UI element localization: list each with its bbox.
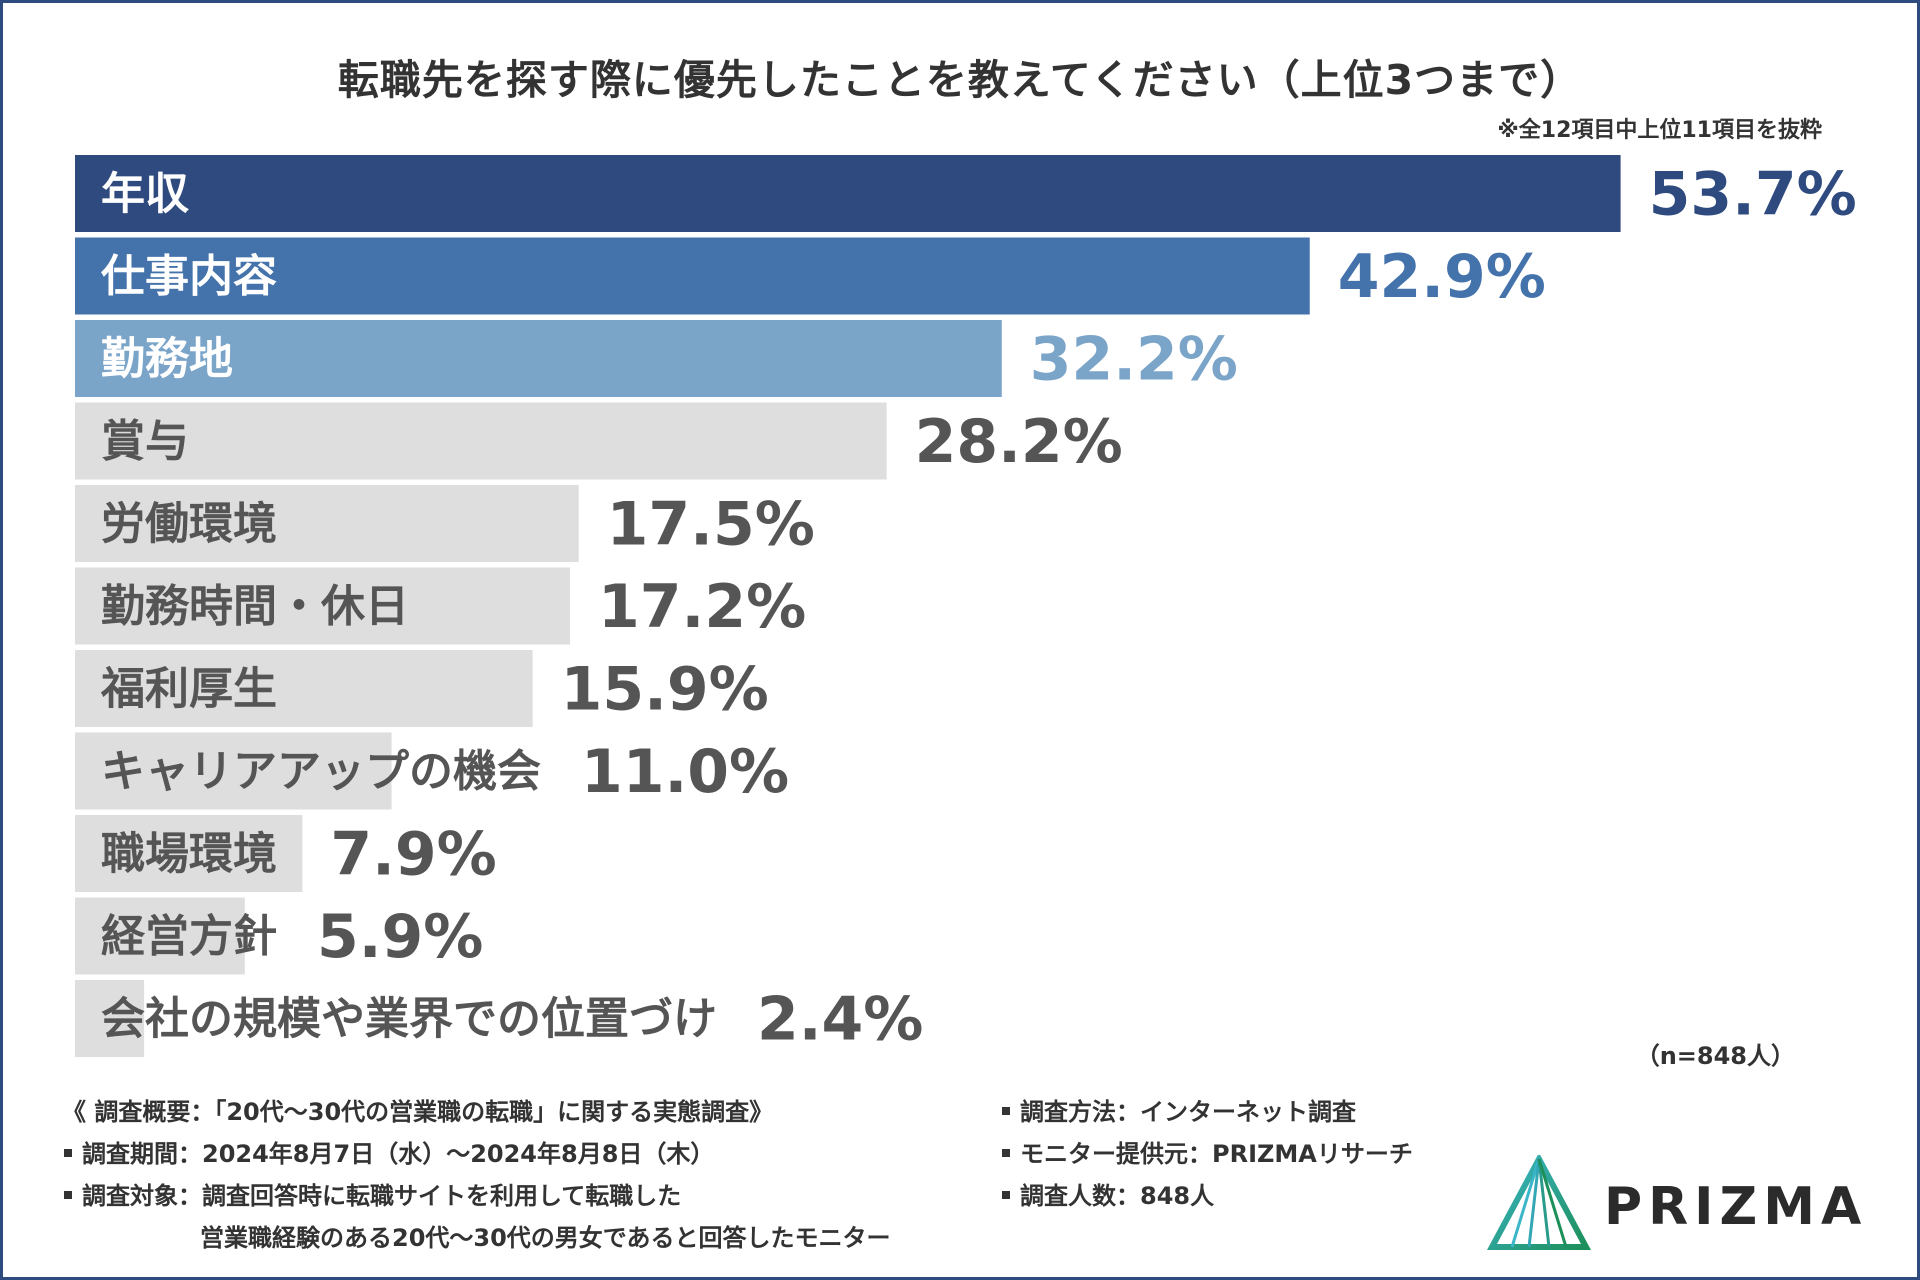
bullet-icon — [64, 1149, 72, 1157]
category-label-3: 勤務地 — [101, 334, 233, 385]
survey-period-text: 調査期間：2024年8月7日（水）〜2024年8月8日（木） — [82, 1140, 715, 1168]
category-label-10: 経営方針 — [101, 911, 277, 962]
survey-method-text: 調査方法：インターネット調査 — [1020, 1098, 1356, 1126]
survey-count: 調査人数：848人 — [1000, 1176, 1214, 1211]
bar-2 — [75, 237, 1310, 315]
sample-size-note: （n=848人） — [1635, 1042, 1795, 1070]
survey-method: 調査方法：インターネット調査 — [1000, 1092, 1356, 1127]
prizma-triangle-logo-icon — [1486, 1155, 1592, 1250]
bar-7 — [75, 650, 533, 727]
value-label-10: 5.9% — [317, 902, 483, 972]
survey-overview: 《 調査概要：「20代〜30代の営業職の転職」に関する実態調査》 — [62, 1098, 774, 1126]
bullet-icon — [1002, 1191, 1010, 1199]
survey-count-text: 調査人数：848人 — [1020, 1182, 1215, 1210]
value-label-7: 15.9% — [561, 655, 769, 725]
category-label-2: 仕事内容 — [101, 251, 277, 302]
bar-1 — [75, 155, 1621, 232]
category-label-8: キャリアアップの機会 — [101, 746, 541, 797]
survey-period: 調査期間：2024年8月7日（水）〜2024年8月8日（木） — [62, 1134, 714, 1169]
value-label-3: 32.2% — [1030, 325, 1238, 395]
value-label-4: 28.2% — [915, 407, 1123, 477]
value-label-2: 42.9% — [1338, 242, 1546, 312]
monitor-provider-text: モニター提供元：PRIZMAリサーチ — [1020, 1140, 1413, 1168]
category-label-7: 福利厚生 — [100, 664, 277, 715]
chart-title: 転職先を探す際に優先したことを教えてください（上位3つまで） — [337, 56, 1583, 104]
bullet-icon — [64, 1191, 72, 1199]
bar-6 — [75, 567, 571, 645]
survey-target-text: 調査対象：調査回答時に転職サイトを利用して転職した — [82, 1182, 682, 1210]
survey-target-line2: 営業職経験のある20代〜30代の男女であると回答したモニター — [200, 1224, 891, 1252]
excerpt-note: ※全12項目中上位11項目を抜粋 — [1497, 118, 1822, 143]
logo-text: PRIZMA — [1604, 1177, 1868, 1237]
value-label-1: 53.7% — [1649, 160, 1857, 230]
category-label-9: 職場環境 — [101, 829, 277, 880]
bar-9 — [75, 815, 303, 892]
category-label-6: 勤務時間・休日 — [101, 581, 409, 632]
value-label-9: 7.9% — [330, 820, 496, 890]
monitor-provider: モニター提供元：PRIZMAリサーチ — [1000, 1134, 1413, 1169]
value-label-6: 17.2% — [598, 572, 806, 642]
bar-4 — [75, 402, 887, 480]
value-label-5: 17.5% — [607, 490, 815, 560]
value-label-11: 2.4% — [757, 985, 923, 1055]
bar-11 — [75, 980, 145, 1057]
category-label-5: 労働環境 — [101, 499, 277, 550]
category-label-1: 年収 — [101, 169, 189, 220]
bar-10 — [75, 897, 245, 975]
bullet-icon — [1002, 1149, 1010, 1157]
bullet-icon — [1002, 1107, 1010, 1115]
bar-5 — [75, 485, 579, 562]
category-label-4: 賞与 — [101, 416, 189, 467]
bar-8 — [75, 732, 392, 810]
value-label-8: 11.0% — [581, 737, 789, 807]
survey-target: 調査対象：調査回答時に転職サイトを利用して転職した — [62, 1176, 681, 1211]
category-label-11: 会社の規模や業界での位置づけ — [101, 994, 717, 1045]
bar-3 — [75, 320, 1002, 397]
prizma-logo: PRIZMA — [1484, 1155, 1874, 1255]
